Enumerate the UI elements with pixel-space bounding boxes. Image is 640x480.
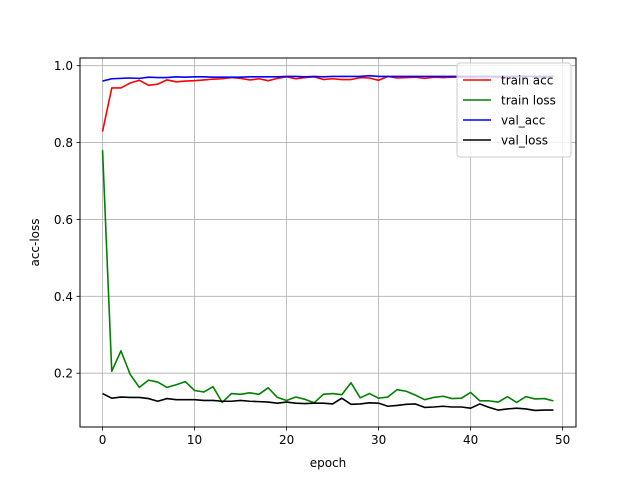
x-tick-label: 20	[279, 433, 294, 447]
axis-ticks: 0 10 20 30 40 50 0.2 0.4 0.6 0.8 1.0	[54, 59, 570, 447]
legend-label-train-loss: train loss	[501, 94, 556, 108]
legend: train acc train loss val_acc val_loss	[456, 62, 572, 158]
x-tick-label: 40	[463, 433, 478, 447]
x-tick-label: 10	[187, 433, 202, 447]
x-axis-label: epoch	[310, 456, 347, 470]
series-line-train-loss	[101, 150, 554, 404]
y-tick-label: 1.0	[54, 59, 73, 73]
x-tick-label: 30	[371, 433, 386, 447]
x-tick-label: 0	[99, 433, 107, 447]
legend-label-train-acc: train acc	[501, 74, 553, 88]
x-tick-label: 50	[555, 433, 570, 447]
series-line-val-loss	[102, 392, 554, 412]
y-axis-label: acc-loss	[28, 218, 42, 266]
y-tick-label: 0.6	[54, 213, 73, 227]
y-tick-label: 0.8	[54, 136, 73, 150]
legend-label-val-loss: val_loss	[501, 134, 548, 148]
y-tick-label: 0.4	[54, 290, 73, 304]
y-tick-label: 0.2	[54, 367, 73, 381]
legend-label-val-acc: val_acc	[501, 114, 545, 128]
plot-frame	[79, 57, 577, 428]
legend-box	[456, 62, 572, 158]
